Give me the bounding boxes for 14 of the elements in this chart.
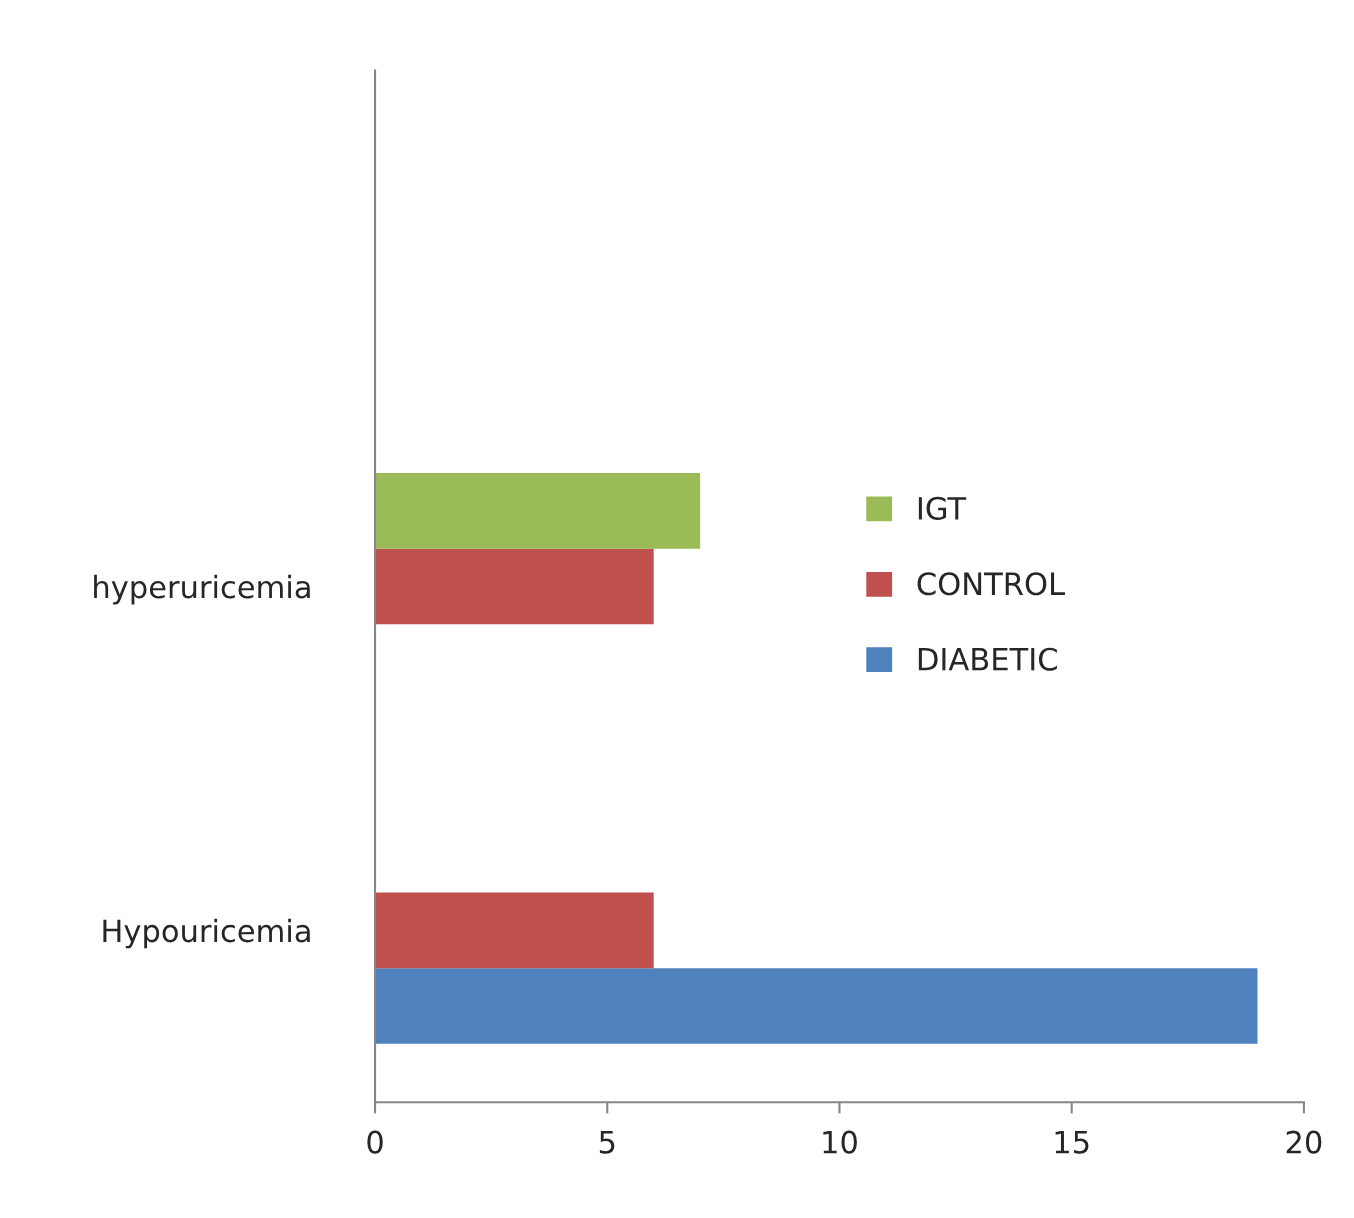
bar: [375, 472, 701, 549]
x-tick-label: 20: [1286, 1130, 1322, 1154]
legend-label: DIABETIC: [918, 647, 1057, 671]
legend-label: IGT: [918, 496, 967, 520]
bar: [375, 892, 654, 969]
x-tick-label: 0: [367, 1130, 383, 1154]
x-tick-label: 15: [1055, 1131, 1089, 1154]
x-tick-label: 10: [823, 1130, 857, 1154]
y-tick-label: hyperuricemia: [94, 574, 310, 605]
x-tick-label: 5: [599, 1131, 615, 1154]
legend-label: CONTROL: [917, 572, 1065, 596]
bar: [375, 968, 1258, 1044]
y-tick-label: Hypouricemia: [103, 918, 310, 949]
bar: [375, 548, 654, 625]
